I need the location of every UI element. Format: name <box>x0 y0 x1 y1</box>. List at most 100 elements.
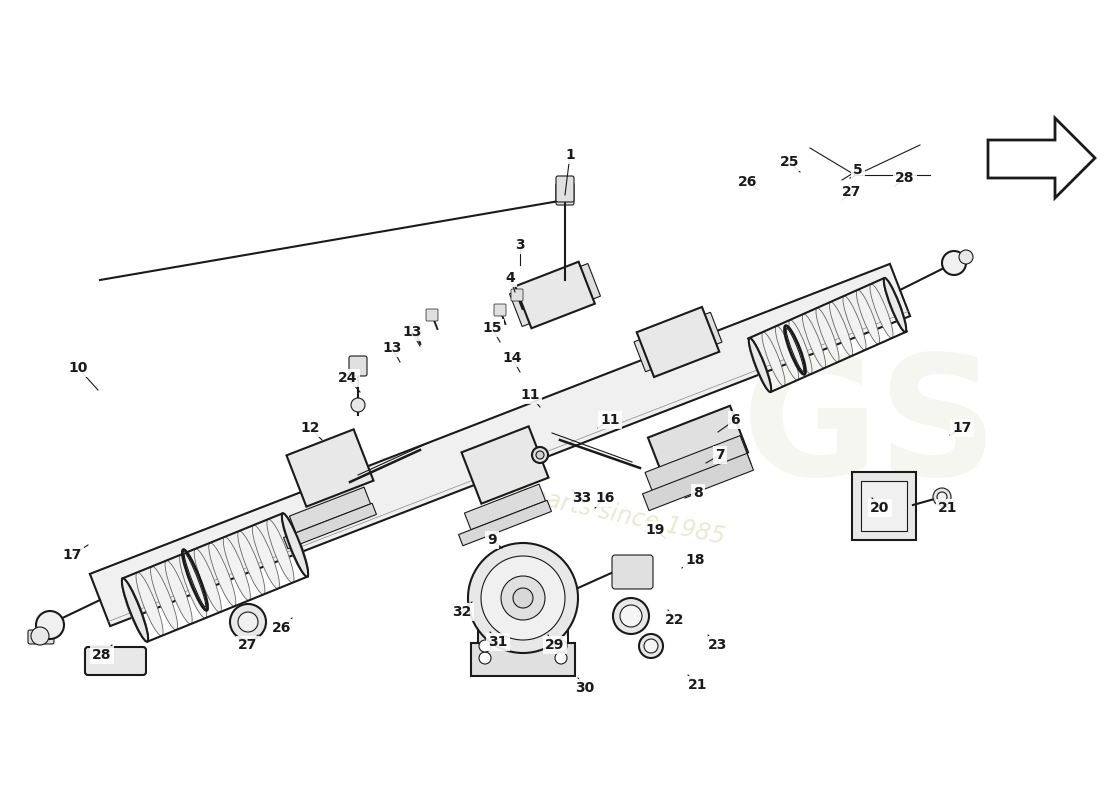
Text: 26: 26 <box>273 621 292 635</box>
Ellipse shape <box>184 553 206 607</box>
Polygon shape <box>284 503 376 549</box>
Text: 13: 13 <box>383 341 402 355</box>
Circle shape <box>536 451 544 459</box>
Ellipse shape <box>151 566 177 630</box>
Ellipse shape <box>121 578 148 642</box>
FancyBboxPatch shape <box>478 583 568 644</box>
Circle shape <box>230 604 266 640</box>
Text: 6: 6 <box>730 413 740 427</box>
Ellipse shape <box>179 554 207 618</box>
Ellipse shape <box>282 514 308 577</box>
Ellipse shape <box>122 578 149 642</box>
Text: 8: 8 <box>693 486 703 500</box>
Polygon shape <box>645 435 751 501</box>
FancyBboxPatch shape <box>28 630 54 644</box>
Text: 21: 21 <box>689 678 707 692</box>
Ellipse shape <box>195 549 221 612</box>
Text: 21: 21 <box>938 501 958 515</box>
Polygon shape <box>464 484 546 530</box>
Circle shape <box>556 652 566 664</box>
Text: 27: 27 <box>843 185 861 199</box>
Circle shape <box>959 250 974 264</box>
Polygon shape <box>286 430 374 506</box>
Text: 14: 14 <box>503 351 521 365</box>
Text: 3: 3 <box>515 238 525 252</box>
Polygon shape <box>648 406 748 484</box>
Text: 26: 26 <box>738 175 758 189</box>
Text: 16: 16 <box>595 491 615 505</box>
Ellipse shape <box>776 326 799 380</box>
Circle shape <box>481 556 565 640</box>
Ellipse shape <box>749 338 771 392</box>
Circle shape <box>500 576 544 620</box>
Ellipse shape <box>857 290 880 344</box>
Polygon shape <box>988 118 1094 198</box>
Circle shape <box>644 639 658 653</box>
FancyBboxPatch shape <box>556 183 574 205</box>
Ellipse shape <box>786 329 804 371</box>
FancyBboxPatch shape <box>861 481 908 531</box>
Text: 1: 1 <box>565 148 575 162</box>
Ellipse shape <box>802 314 826 368</box>
Ellipse shape <box>883 278 906 332</box>
Circle shape <box>556 640 566 652</box>
Ellipse shape <box>748 338 771 392</box>
Text: 11: 11 <box>520 388 540 402</box>
Text: 17: 17 <box>953 421 971 435</box>
Circle shape <box>351 398 365 412</box>
Text: 4: 4 <box>505 271 515 285</box>
Circle shape <box>942 251 966 275</box>
Text: 31: 31 <box>488 635 508 649</box>
Text: 25: 25 <box>780 155 800 169</box>
FancyBboxPatch shape <box>494 304 506 316</box>
Polygon shape <box>515 262 595 328</box>
Text: 5: 5 <box>854 163 862 177</box>
Polygon shape <box>471 643 575 676</box>
Polygon shape <box>637 307 719 377</box>
Text: 23: 23 <box>708 638 728 652</box>
Text: 11: 11 <box>601 413 619 427</box>
Ellipse shape <box>223 537 251 601</box>
Ellipse shape <box>136 572 163 636</box>
Circle shape <box>468 543 578 653</box>
Text: 28: 28 <box>895 171 915 185</box>
Ellipse shape <box>238 531 265 594</box>
Text: 29: 29 <box>546 638 564 652</box>
Text: 22: 22 <box>666 613 684 627</box>
Ellipse shape <box>883 278 906 332</box>
Ellipse shape <box>282 514 308 577</box>
Text: GS: GS <box>741 349 999 511</box>
Polygon shape <box>459 500 551 546</box>
FancyBboxPatch shape <box>409 324 421 336</box>
Ellipse shape <box>789 320 812 374</box>
Polygon shape <box>462 426 549 504</box>
Text: 19: 19 <box>646 523 664 537</box>
Text: 7: 7 <box>715 448 725 462</box>
Circle shape <box>478 652 491 664</box>
Text: 18: 18 <box>685 553 705 567</box>
Circle shape <box>933 488 952 506</box>
FancyBboxPatch shape <box>556 176 574 202</box>
Ellipse shape <box>252 525 279 589</box>
Text: 12: 12 <box>300 421 320 435</box>
Ellipse shape <box>209 542 235 606</box>
Text: 10: 10 <box>68 361 88 375</box>
Text: 32: 32 <box>452 605 472 619</box>
Ellipse shape <box>843 296 866 350</box>
Polygon shape <box>509 289 536 326</box>
Circle shape <box>31 627 50 645</box>
Ellipse shape <box>183 550 208 610</box>
Circle shape <box>937 492 947 502</box>
Text: a passion for parts since 1985: a passion for parts since 1985 <box>373 451 727 549</box>
FancyBboxPatch shape <box>852 472 916 540</box>
Polygon shape <box>700 312 722 346</box>
Ellipse shape <box>267 519 294 582</box>
FancyBboxPatch shape <box>426 309 438 321</box>
Polygon shape <box>634 338 657 372</box>
Ellipse shape <box>829 302 852 356</box>
FancyBboxPatch shape <box>612 555 653 589</box>
Text: 30: 30 <box>575 681 595 695</box>
Polygon shape <box>289 487 371 533</box>
Text: 17: 17 <box>63 548 81 562</box>
Circle shape <box>639 634 663 658</box>
